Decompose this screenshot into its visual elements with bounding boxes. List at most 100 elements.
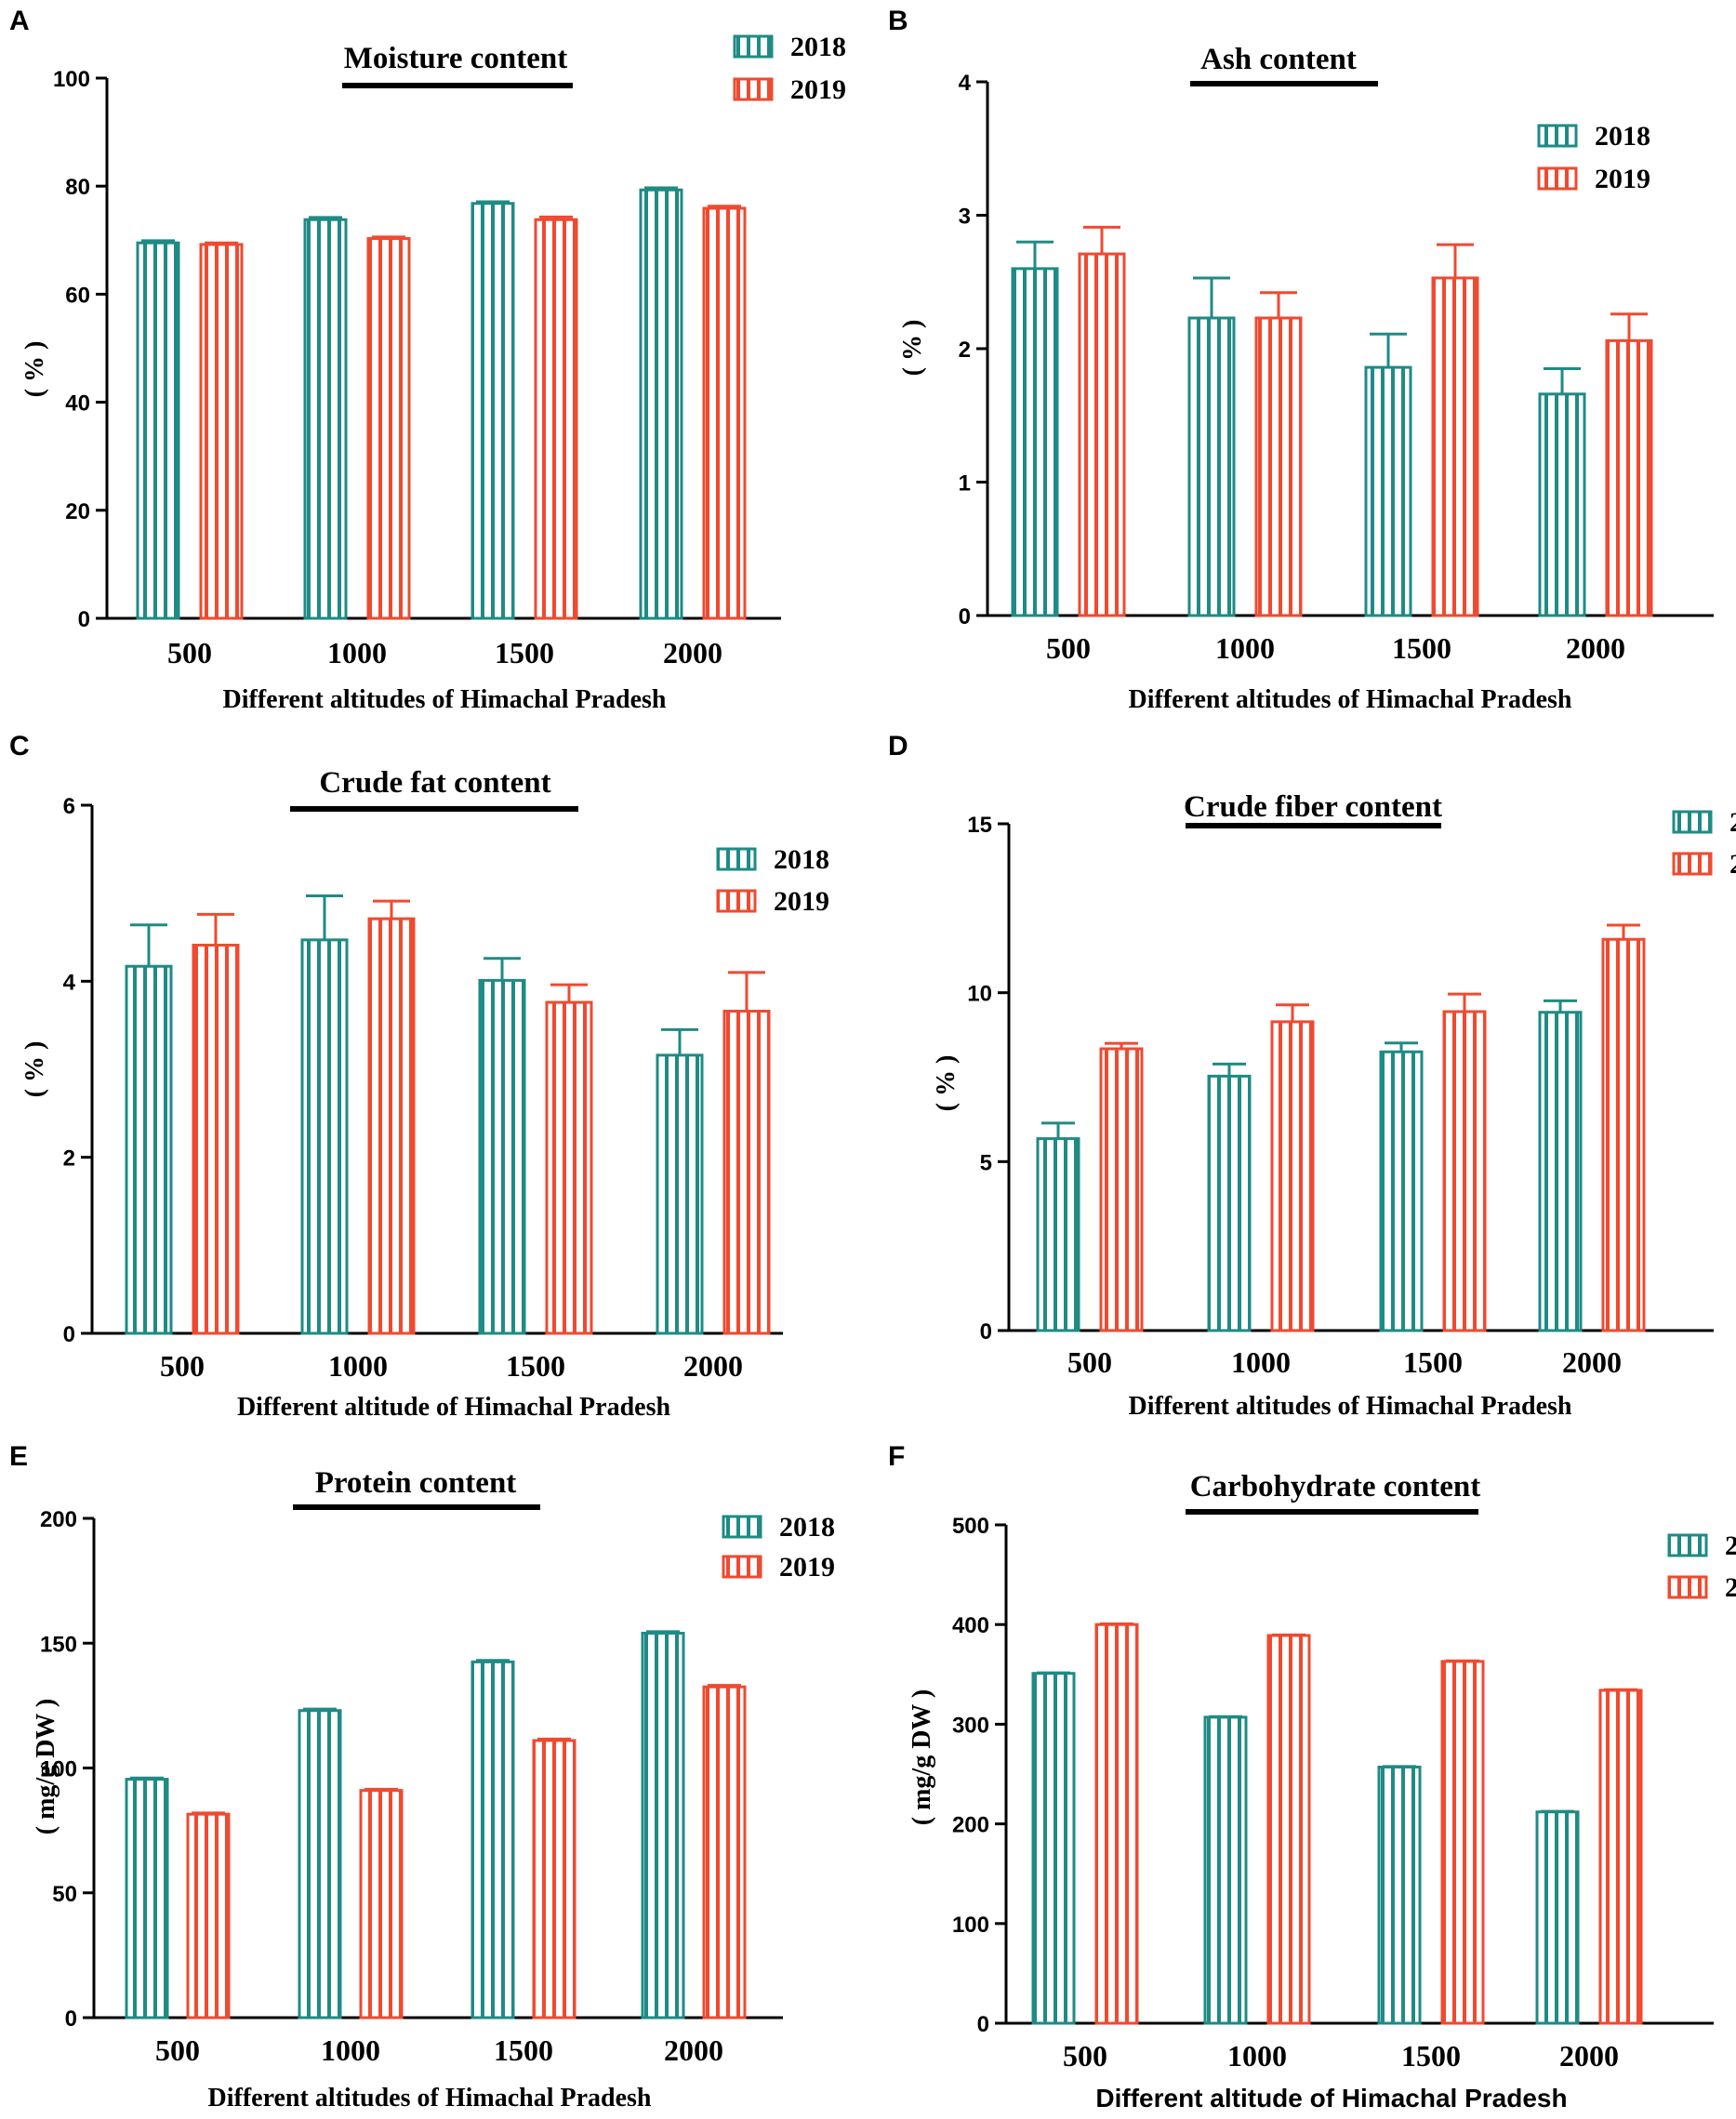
y-tick-label: 6 [63,794,75,819]
bar-2018-500 [1036,1137,1080,1332]
bar-2018-500 [1011,267,1059,617]
bar-2018-1500 [1364,365,1412,617]
y-tick-label: 60 [65,283,90,308]
y-axis-label: ( mg/g DW ) [908,1689,936,1825]
y-tick-label: 0 [78,607,90,632]
y-tick-label: 50 [52,1882,77,1907]
legend-swatch [722,1555,762,1579]
bar-2018-1000 [1203,1715,1248,2025]
y-tick-label: 300 [952,1713,989,1738]
x-category-label: 500 [167,636,212,669]
chart-title: Protein content [315,1466,517,1500]
legend-item-2018: 2018 [722,1512,835,1543]
panel-f: F 0 100 200 300 400 500 500 1000 1500 2000 Differen… [888,1441,1736,2112]
legend-label: 2018 [1729,807,1736,838]
bar-2018-1500 [478,978,526,1335]
x-category-label: 2000 [683,1349,743,1383]
chart-title: Moisture content [344,42,567,75]
y-tick-label: 1 [959,471,971,497]
bar-2018-500 [136,241,180,620]
x-category-label: 1500 [1403,1345,1463,1379]
legend-label: 2018 [1595,121,1650,152]
bar-2019-2000 [1598,1689,1643,2025]
bar-2018-1000 [1187,316,1236,617]
legend-swatch [1537,124,1578,148]
bar-2018-1500 [470,202,515,620]
legend-swatch [1672,852,1713,876]
x-category-label: 1000 [1227,2039,1287,2073]
panel-b: B 0 1 2 3 4 500 1000 1500 2000 Different altitudes… [888,6,1714,714]
legend-label: 2019 [790,74,846,105]
chart-title: Crude fat content [319,766,550,800]
legend-swatch [1667,1575,1708,1599]
legend-swatch [1672,810,1713,834]
bar-2018-2000 [641,1632,685,2020]
x-category-label: 500 [155,2033,200,2067]
x-axis-label: Different altitudes of Himachal Pradesh [208,2084,652,2112]
panel-letter: D [888,731,908,762]
bar-2018-2000 [1538,1011,1583,1332]
x-category-label: 1500 [1392,631,1451,665]
panel-letter: E [9,1441,28,1472]
legend-swatch [1667,1533,1708,1557]
x-category-label: 2000 [663,636,722,669]
y-tick-label: 4 [63,970,76,995]
x-axis-label: Different altitude of Himachal Pradesh [237,1393,671,1422]
y-tick-label: 15 [967,813,992,838]
legend-swatch [1537,166,1578,191]
x-axis-label: Different altitude of Himachal Pradesh [1095,2084,1567,2112]
x-category-label: 1500 [506,1349,565,1383]
y-tick-label: 0 [977,2012,989,2037]
y-tick-label: 0 [959,604,971,629]
chart-title: Crude fiber content [1184,790,1442,824]
bar-2018-1500 [1377,1765,1422,2025]
x-category-label: 2000 [1559,2039,1619,2073]
legend-swatch [733,77,774,101]
bar-2019-1500 [534,218,578,620]
chart-title: Ash content [1200,43,1357,76]
panel-letter: A [9,6,30,36]
legend-label: 2018 [774,844,829,875]
y-tick-label: 3 [959,205,971,230]
x-category-label: 500 [1046,631,1091,665]
x-category-label: 1000 [328,1349,388,1383]
bar-2019-1500 [1440,1660,1485,2025]
bar-2018-500 [1031,1672,1076,2025]
bar-2019-1000 [1266,1634,1311,2025]
bar-2019-2000 [722,1010,771,1335]
y-axis-label: ( % ) [898,320,927,377]
x-category-label: 1500 [494,2033,553,2067]
x-axis-label: Different altitudes of Himachal Pradesh [223,685,667,714]
panel-c: C 0 2 4 6 500 1000 1500 2000 Different altitude o… [9,731,829,1422]
x-category-label: 1500 [1401,2039,1461,2073]
bar-2019-2000 [1601,937,1646,1332]
legend-item-2018: 2018 [1672,807,1736,838]
bar-2019-2000 [702,206,747,620]
y-tick-label: 400 [952,1613,989,1638]
panel-d: D 0 5 10 15 500 1000 1500 2000 Different altitude… [888,731,1736,1421]
x-category-label: 1000 [1215,631,1275,665]
x-category-label: 1000 [1231,1345,1291,1379]
panel-letter: F [888,1441,905,1472]
chart-title: Carbohydrate content [1190,1470,1481,1503]
bar-2018-2000 [1538,392,1586,617]
y-tick-label: 0 [65,2006,77,2032]
y-axis-label: ( % ) [20,341,49,398]
bar-2019-1500 [532,1739,576,2020]
y-tick-label: 200 [40,1507,77,1532]
y-tick-label: 20 [65,499,90,524]
bar-2019-1000 [359,1789,404,2020]
bar-2019-500 [199,243,244,620]
y-tick-label: 100 [40,1757,77,1782]
bar-2018-1000 [1207,1074,1252,1332]
bar-2018-1500 [470,1660,515,2020]
legend-label: 2019 [1595,164,1650,194]
y-tick-label: 5 [980,1150,992,1175]
bar-2019-2000 [702,1685,747,2020]
x-axis-label: Different altitudes of Himachal Pradesh [1129,685,1572,714]
y-tick-label: 100 [53,67,90,92]
legend-swatch [733,34,774,59]
y-tick-label: 500 [952,1514,989,1539]
bar-2018-2000 [656,1053,704,1335]
